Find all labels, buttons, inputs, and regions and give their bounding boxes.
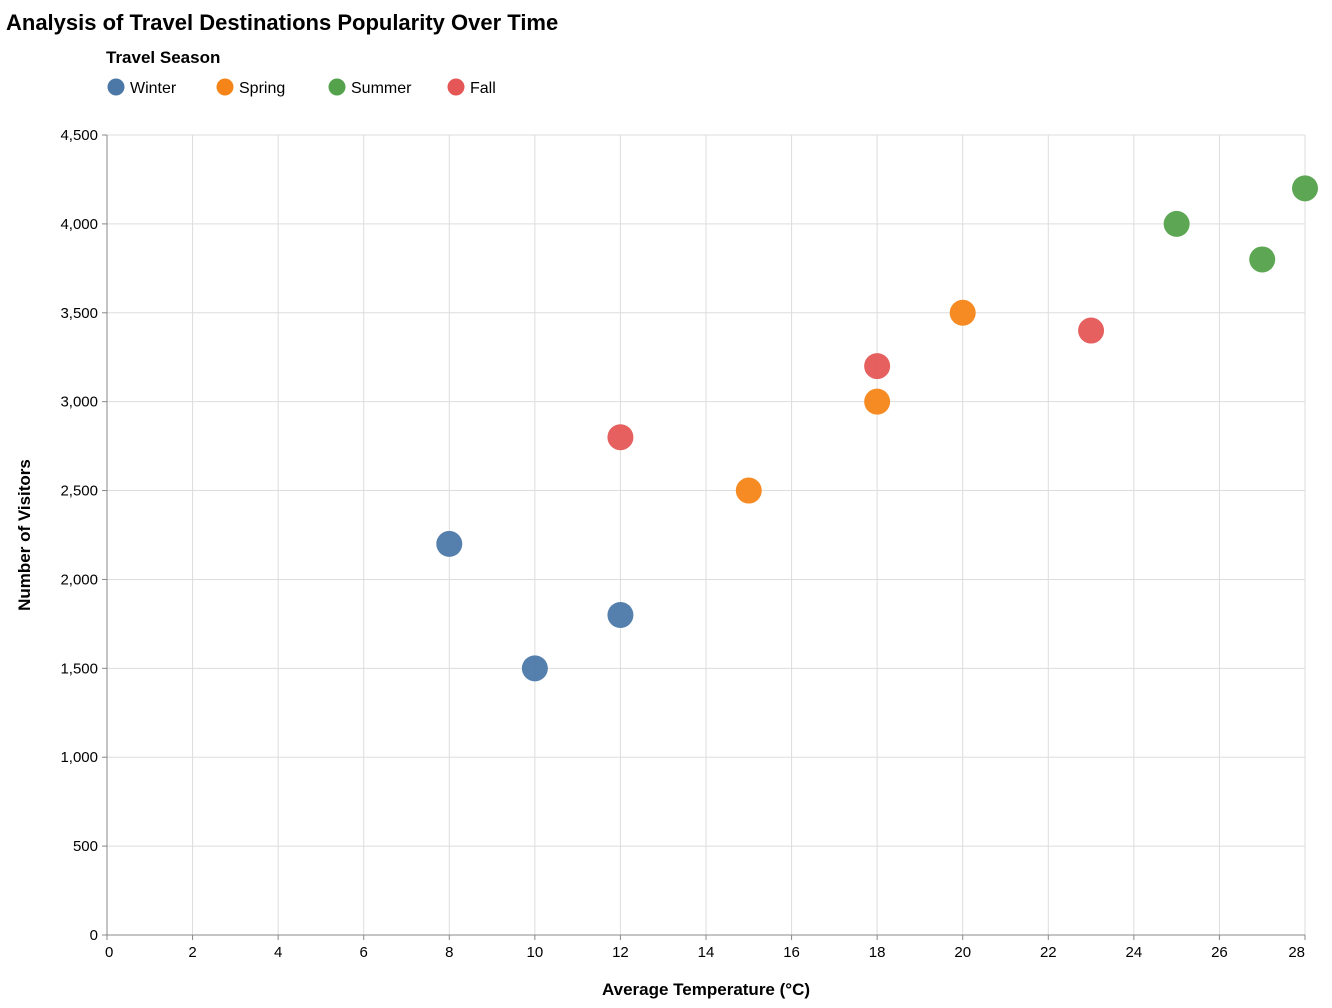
x-axis-title: Average Temperature (°C): [602, 980, 810, 999]
x-tick-label: 22: [1040, 944, 1057, 961]
axes: 0 2 4 6 8 10 12 14 16 18 20 22 24 26 2805001,0001,5002…: [60, 127, 1306, 961]
x-tick-label: 0: [105, 944, 113, 961]
legend-label: Spring: [239, 80, 285, 97]
data-point: [864, 388, 891, 415]
x-tick-label: 24: [1126, 944, 1143, 961]
data-point: [949, 299, 976, 326]
series-winter: [436, 530, 634, 682]
x-tick-label: 28: [1288, 944, 1305, 961]
series-fall: [607, 317, 1105, 451]
x-tick-label: 14: [698, 944, 715, 961]
y-tick-label: 0: [90, 927, 98, 944]
legend: Travel Season Winter Spring Summer Fall: [106, 48, 496, 97]
legend-label: Winter: [130, 80, 177, 97]
legend-label: Fall: [470, 80, 496, 97]
data-point: [436, 530, 463, 557]
data-point: [1249, 246, 1276, 273]
x-tick-label: 26: [1211, 944, 1228, 961]
y-tick-label: 4,000: [60, 216, 98, 233]
x-tick-label: 18: [869, 944, 886, 961]
x-tick-label: 6: [360, 944, 368, 961]
data-point: [1163, 210, 1190, 237]
chart-title: Analysis of Travel Destinations Populari…: [6, 10, 558, 35]
x-tick-label: 10: [527, 944, 544, 961]
x-tick-label: 8: [445, 944, 453, 961]
y-tick-label: 4,500: [60, 127, 98, 144]
data-point: [735, 477, 762, 504]
y-tick-label: 3,500: [60, 305, 98, 322]
data-point: [607, 424, 634, 451]
legend-item-winter: Winter: [107, 78, 177, 97]
data-point: [1078, 317, 1105, 344]
x-tick-label: 2: [188, 944, 196, 961]
y-tick-label: 3,000: [60, 394, 98, 411]
y-tick-label: 2,500: [60, 483, 98, 500]
legend-title: Travel Season: [106, 48, 220, 67]
legend-swatch: [328, 78, 346, 96]
data-point: [521, 655, 548, 682]
data-point: [1292, 175, 1318, 202]
y-tick-label: 500: [73, 838, 98, 855]
y-axis-title: Number of Visitors: [15, 459, 34, 611]
series-spring: [735, 299, 976, 504]
legend-swatch: [216, 78, 234, 96]
x-tick-label: 16: [783, 944, 800, 961]
y-tick-label: 1,000: [60, 749, 98, 766]
legend-item-fall: Fall: [447, 78, 496, 97]
y-tick-label: 1,500: [60, 660, 98, 677]
legend-item-spring: Spring: [216, 78, 285, 97]
series-summer: [1163, 175, 1318, 273]
data-point: [607, 602, 634, 628]
y-tick-label: 2,000: [60, 571, 98, 588]
x-tick-label: 20: [954, 944, 971, 961]
legend-item-summer: Summer: [328, 78, 412, 97]
legend-swatch: [107, 78, 125, 96]
legend-label: Summer: [351, 80, 412, 97]
x-tick-label: 4: [274, 944, 282, 961]
x-tick-label: 12: [612, 944, 629, 961]
gridlines: [106, 134, 1306, 936]
data-points: [436, 175, 1318, 682]
legend-swatch: [447, 78, 465, 96]
data-point: [864, 353, 891, 380]
